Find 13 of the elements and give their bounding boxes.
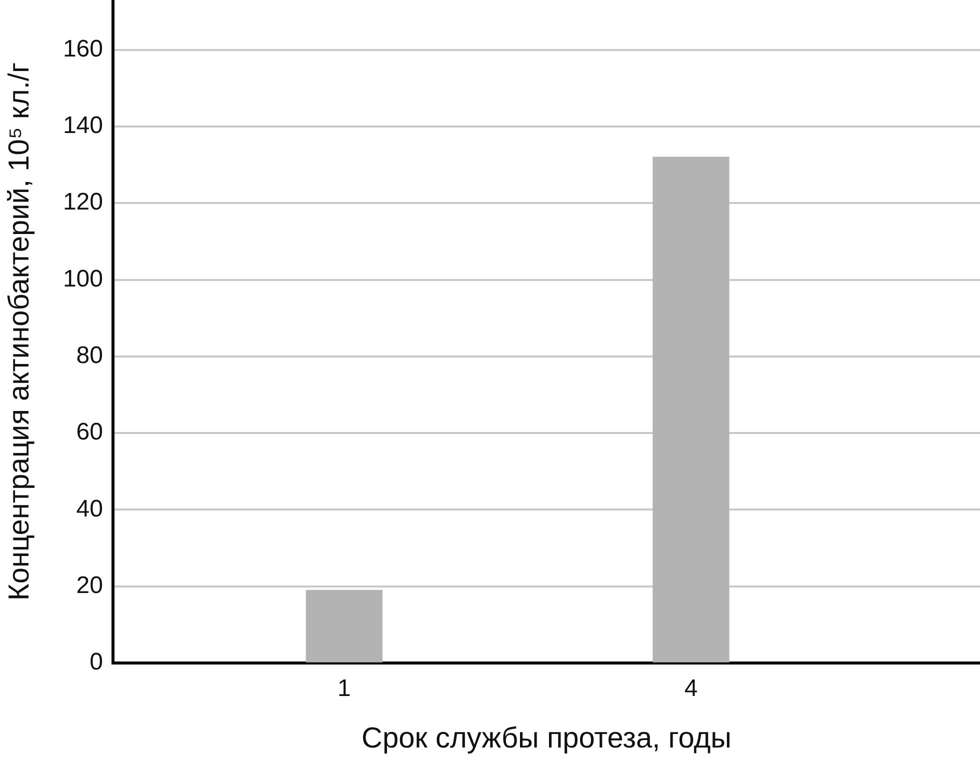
y-tick-label: 20 — [76, 572, 103, 599]
y-tick-label: 160 — [62, 35, 103, 62]
y-tick-label: 60 — [76, 418, 103, 446]
y-tick-label: 80 — [76, 342, 103, 370]
y-tick-label: 140 — [62, 112, 103, 140]
x-tick-label: 4 — [684, 675, 698, 702]
y-tick-label: 120 — [62, 188, 103, 216]
x-axis-title: Срок службы протеза, годы — [362, 722, 732, 755]
y-tick-label: 100 — [62, 265, 103, 292]
y-tick-label: 0 — [90, 648, 103, 676]
y-axis-title: Концентрация актинобактерий, 10⁵ кл./г — [3, 62, 36, 601]
x-tick-label: 1 — [338, 675, 351, 702]
y-tick-label: 40 — [76, 495, 103, 522]
